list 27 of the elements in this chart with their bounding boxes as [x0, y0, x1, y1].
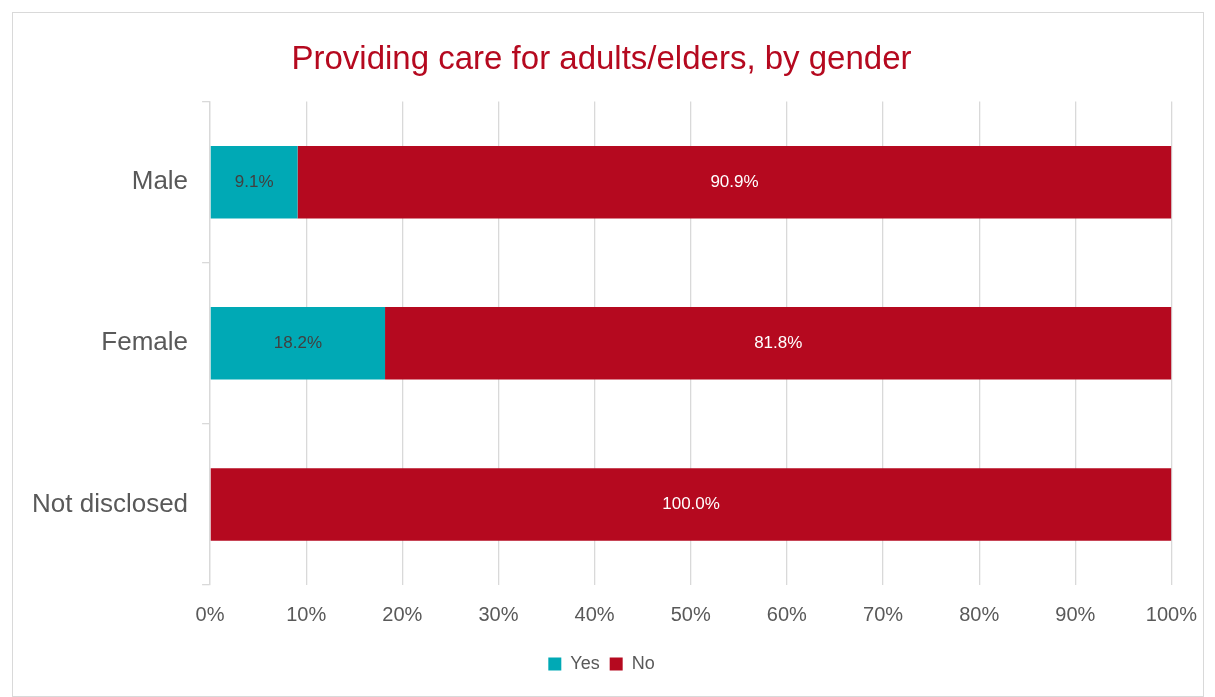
y-tick-label: Female: [101, 326, 189, 357]
x-tick-label: 10%: [286, 602, 327, 625]
x-tick-label: 100%: [1145, 602, 1198, 625]
x-tick-label: 20%: [382, 602, 423, 625]
x-tick-label: 80%: [959, 602, 1000, 625]
x-tick-label: 50%: [670, 602, 711, 625]
data-label: 90.9%: [710, 171, 759, 191]
data-label: 81.8%: [754, 332, 803, 352]
bar: [210, 145, 298, 219]
legend-label: No: [631, 652, 655, 673]
x-tick-label: 90%: [1055, 602, 1096, 625]
y-tick-label: Not disclosed: [32, 487, 189, 518]
data-label: 100.0%: [662, 494, 720, 514]
bar: [385, 307, 1172, 380]
bar: [210, 307, 386, 380]
x-tick-label: 30%: [478, 602, 519, 625]
bar: [210, 468, 1172, 541]
data-label: 9.1%: [234, 171, 274, 191]
y-tick-label: Male: [131, 165, 189, 196]
x-tick-label: 40%: [574, 602, 615, 625]
chart-title: Providing care for adults/elders, by gender: [291, 38, 912, 76]
data-label: 18.2%: [273, 332, 322, 352]
bar: [297, 145, 1172, 219]
x-tick-label: 70%: [863, 602, 904, 625]
legend-label: Yes: [570, 652, 600, 673]
x-tick-label: 60%: [766, 602, 808, 625]
x-tick-label: 0%: [195, 602, 225, 625]
